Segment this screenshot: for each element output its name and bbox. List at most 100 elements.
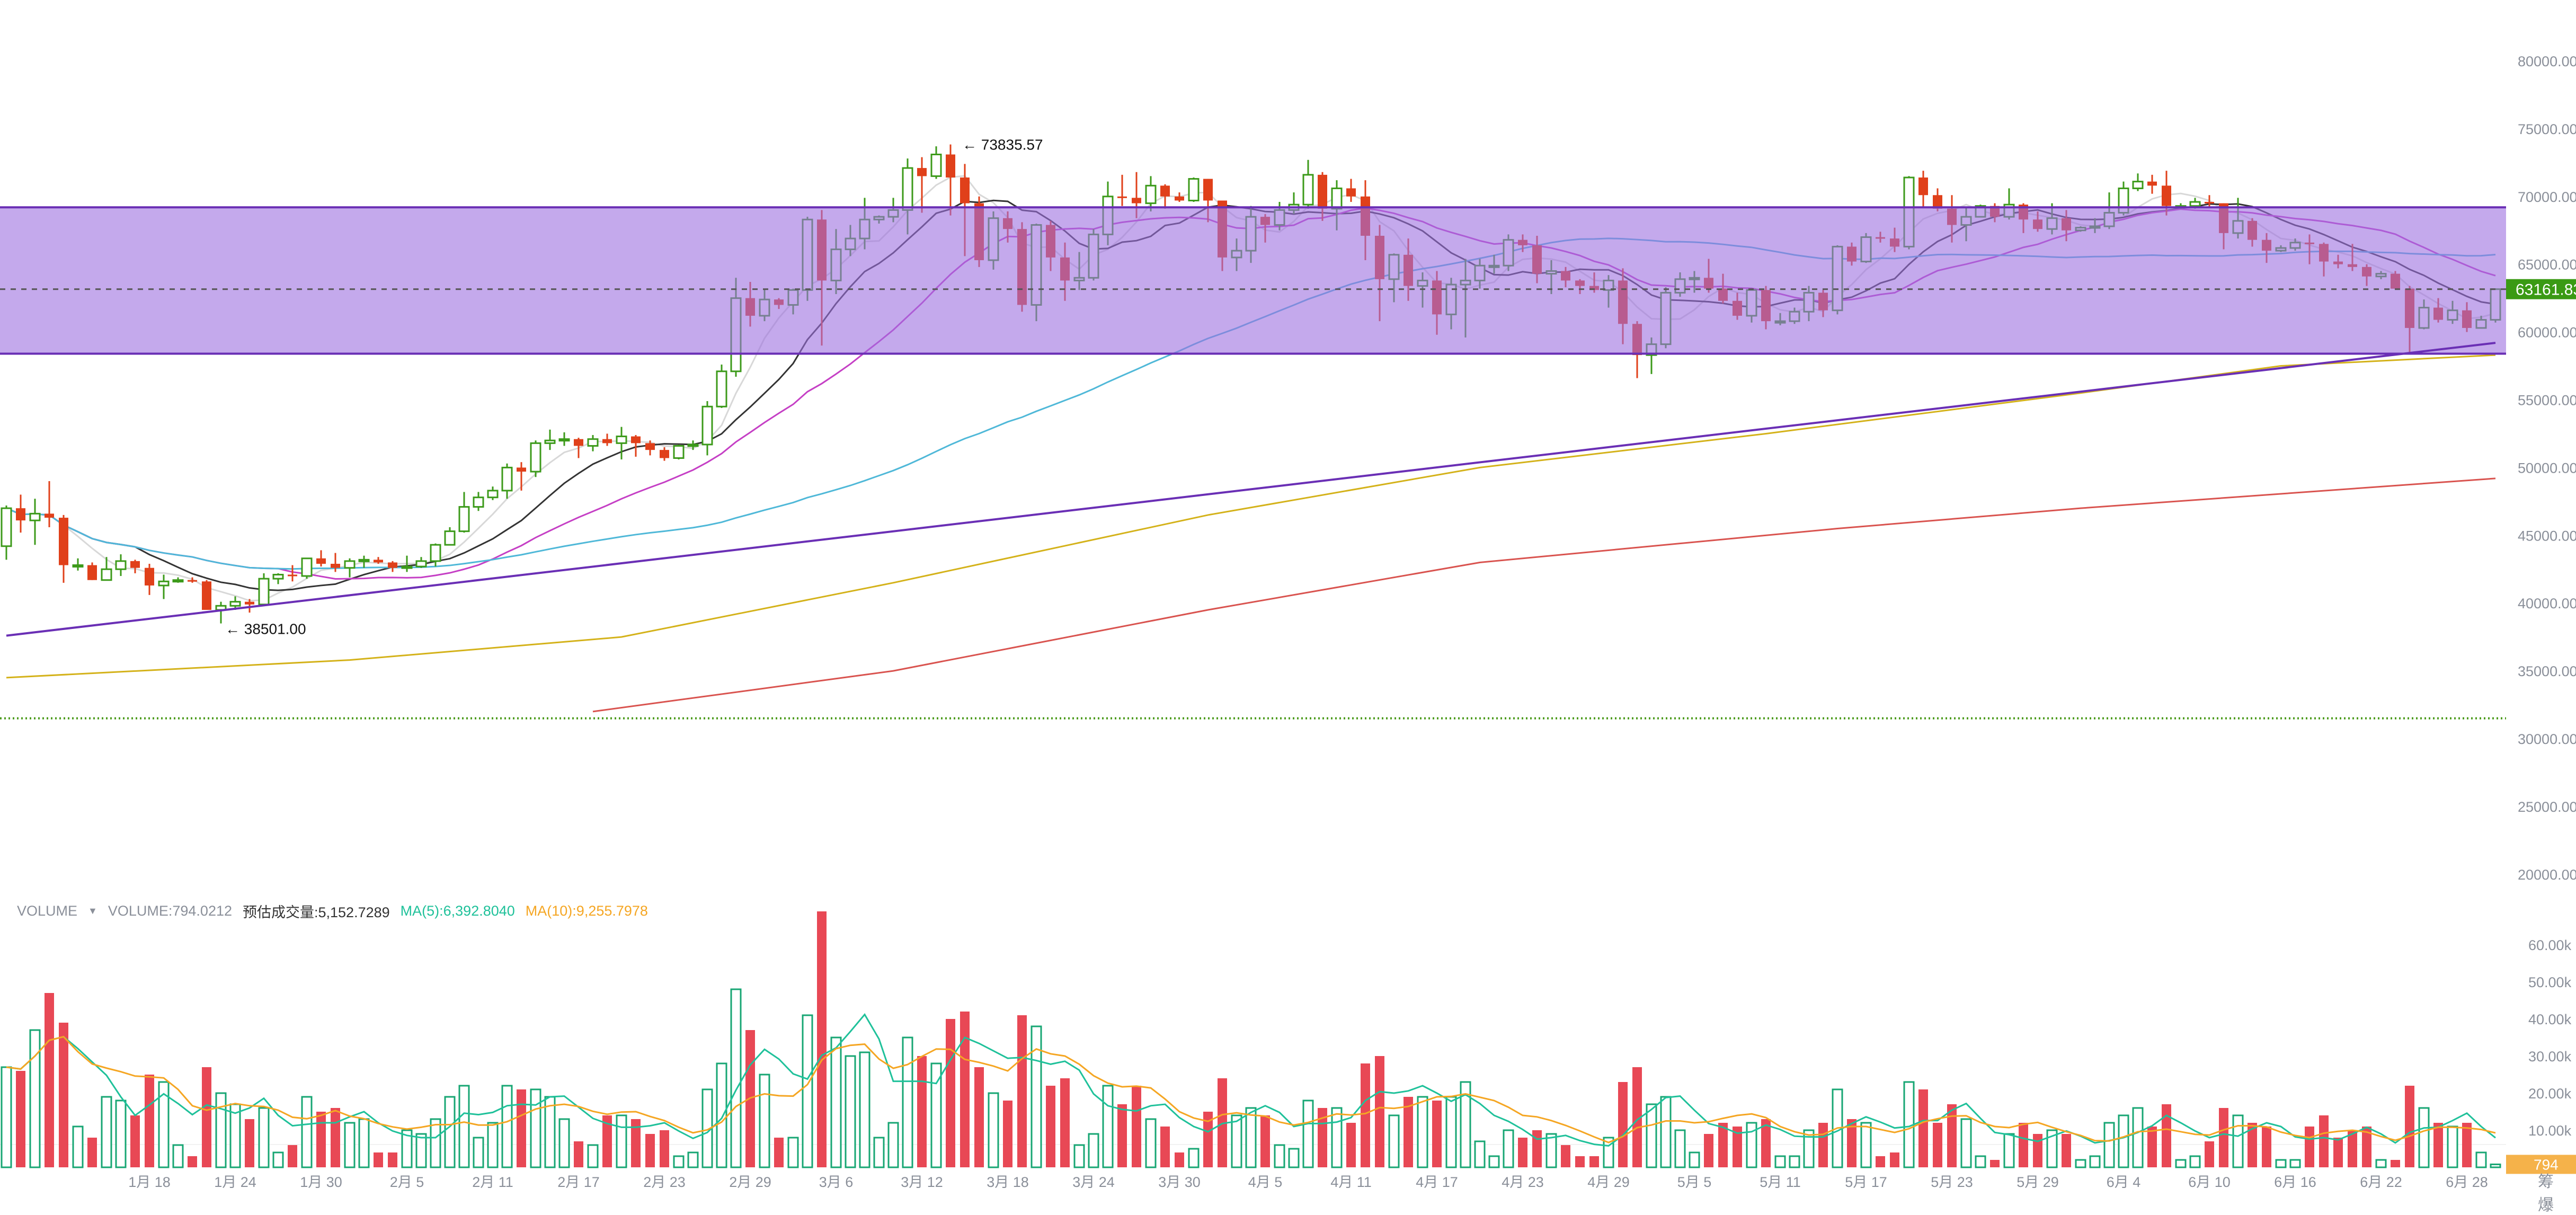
volume-bar: [1117, 1104, 1127, 1167]
volume-bar: [1960, 1118, 1972, 1168]
candle: [72, 558, 84, 571]
x-tick-label: 5月 11: [1760, 1174, 1801, 1190]
candle-body: [517, 467, 526, 472]
volume-tick-label: 50.00k: [2528, 974, 2572, 990]
candle-body: [258, 578, 270, 606]
candle: [59, 515, 68, 583]
volume-bar: [558, 1118, 570, 1168]
volume-bar: [301, 1096, 313, 1168]
volume-bar: [602, 1115, 612, 1167]
price-tick-label: 45000.00: [2518, 528, 2576, 544]
x-tick-label: 6月 10: [2188, 1174, 2231, 1190]
volume-bar: [401, 1129, 413, 1168]
candle: [2205, 195, 2214, 208]
volume-bar: [917, 1056, 927, 1167]
volume-bar: [1417, 1096, 1428, 1168]
candle-body: [1160, 185, 1170, 197]
volume-bar: [358, 1118, 370, 1168]
volume-bar: [845, 1055, 856, 1168]
last-volume-tag: [2506, 1155, 2576, 1174]
volume-bar: [530, 1088, 541, 1168]
candle: [272, 573, 284, 584]
candle-body: [1117, 196, 1127, 198]
volume-bar: [988, 1092, 999, 1168]
candle: [215, 601, 227, 624]
volume-bar: [2433, 1123, 2443, 1167]
volume-bar: [1947, 1104, 1957, 1167]
candle-body: [960, 177, 970, 203]
volume-bar: [2289, 1159, 2301, 1168]
indicator-name[interactable]: VOLUME: [17, 903, 78, 919]
candle-body: [2147, 181, 2157, 186]
candle-body: [316, 558, 326, 564]
candle-body: [902, 167, 913, 211]
candle-body: [172, 579, 184, 583]
volume-bar: [288, 1145, 297, 1167]
price-tick-label: 80000.00: [2518, 54, 2576, 69]
candle-body: [45, 513, 54, 518]
candle-body: [1318, 174, 1327, 209]
x-tick-label: 2月 29: [729, 1174, 771, 1190]
volume-bar: [716, 1062, 727, 1168]
volume-bar: [1674, 1129, 1686, 1168]
candle: [145, 564, 154, 595]
candle-body: [430, 544, 441, 562]
candle: [258, 573, 270, 606]
candle-body: [587, 438, 599, 447]
candle-body: [388, 562, 397, 568]
volume-bar: [2103, 1122, 2115, 1168]
candle-body: [1132, 198, 1141, 203]
candle: [473, 492, 484, 511]
candle-body: [946, 154, 955, 178]
volume-bar: [1918, 1089, 1928, 1167]
candle: [1, 505, 12, 560]
x-tick-label: 6月 16: [2274, 1174, 2316, 1190]
price-tick-label: 20000.00: [2518, 867, 2576, 883]
price-tick-label: 65000.00: [2518, 257, 2576, 273]
volume-bar: [388, 1152, 397, 1167]
volume-bar: [2019, 1123, 2028, 1167]
candle: [229, 596, 241, 610]
volume-bar: [29, 1029, 41, 1168]
volume-bar: [158, 1081, 170, 1168]
estimated-volume: 预估成交量:5,152.7289: [243, 904, 390, 920]
volume-bar: [145, 1075, 154, 1167]
volume-bar: [1046, 1086, 1055, 1167]
candle-body: [374, 560, 383, 563]
candle-body: [29, 512, 41, 521]
volume-bar: [802, 1014, 813, 1168]
candle: [631, 435, 641, 457]
candle: [701, 401, 713, 456]
volume-bar: [887, 1122, 899, 1168]
volume-bar: [2405, 1086, 2414, 1167]
candle: [2147, 174, 2157, 194]
candle: [917, 157, 927, 213]
volume-bar: [344, 1122, 356, 1168]
volume-bar: [2046, 1129, 2058, 1168]
candle-body: [1918, 177, 1928, 196]
volume-bar: [730, 988, 742, 1168]
volume-bar: [2033, 1134, 2042, 1167]
volume-bar: [631, 1119, 641, 1167]
volume-bar: [2132, 1107, 2144, 1168]
volume-bar: [1445, 1096, 1457, 1168]
volume-bar: [1145, 1118, 1157, 1168]
dropdown-triangle-icon[interactable]: ▼: [88, 906, 97, 916]
long-ma-line-yellow: [6, 354, 2496, 679]
volume-bar: [16, 1071, 25, 1167]
candle: [558, 432, 570, 446]
volume-bar: [1704, 1134, 1713, 1167]
candle: [487, 486, 499, 500]
volume-bar: [1102, 1085, 1114, 1168]
candle: [1188, 177, 1200, 202]
candle-body: [1145, 184, 1157, 205]
volume-bar: [2062, 1134, 2071, 1167]
corner-tools-label[interactable]: 筹 爆: [2538, 1173, 2569, 1214]
x-tick-label: 2月 5: [390, 1174, 424, 1190]
candle-body: [1346, 188, 1356, 197]
volume-bar: [759, 1074, 770, 1168]
candle-body: [558, 438, 570, 442]
candle: [430, 543, 441, 567]
volume-bar: [2348, 1130, 2357, 1167]
